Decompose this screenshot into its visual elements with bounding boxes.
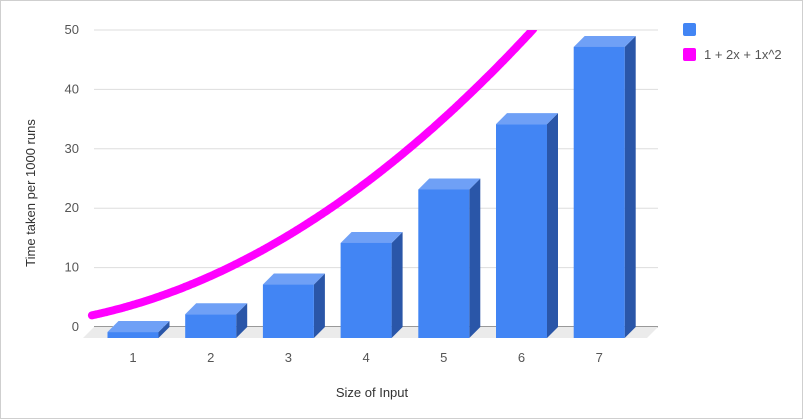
x-tick-label: 1 (129, 350, 136, 365)
legend: 1 + 2x + 1x^2 (683, 23, 782, 62)
bar-top (418, 178, 481, 190)
x-axis-ticks: 1 2 3 4 5 6 7 (129, 350, 602, 365)
y-axis-ticks: 0 10 20 30 40 50 (65, 22, 79, 334)
bar (496, 113, 558, 338)
legend-swatch-bars (683, 23, 696, 36)
y-tick-label: 50 (65, 22, 79, 37)
bar-side (313, 273, 325, 338)
bar-top (262, 273, 325, 285)
bar (573, 35, 636, 338)
bar (185, 303, 248, 338)
bar (262, 273, 325, 338)
x-tick-label: 5 (440, 350, 447, 365)
bar-side (624, 35, 636, 338)
bar-front (340, 242, 392, 338)
bar-side (158, 321, 170, 338)
y-tick-label: 10 (65, 260, 79, 275)
bar-top (185, 303, 248, 315)
bar-front (418, 189, 470, 338)
x-tick-label: 6 (518, 350, 525, 365)
y-axis-title: Time taken per 1000 runs (23, 119, 38, 267)
y-tick-label: 0 (72, 319, 79, 334)
bar-top (107, 321, 170, 333)
legend-label-trendline: 1 + 2x + 1x^2 (704, 47, 782, 62)
x-tick-label: 7 (596, 350, 603, 365)
bar (340, 231, 403, 338)
y-tick-label: 20 (65, 200, 79, 215)
trendline-curve (87, 30, 538, 320)
bar-side (236, 303, 248, 338)
x-tick-label: 3 (285, 350, 292, 365)
x-tick-label: 4 (362, 350, 369, 365)
bars (107, 35, 636, 338)
legend-swatch-trendline (683, 48, 696, 61)
x-axis-title: Size of Input (336, 385, 409, 400)
bar-side (547, 113, 558, 338)
bar (107, 321, 170, 338)
bar-front (185, 314, 237, 338)
y-tick-label: 40 (65, 81, 79, 96)
bar-side (469, 178, 481, 338)
bar-top (340, 231, 403, 243)
bar-front (107, 332, 159, 338)
bar-front (496, 124, 547, 338)
trendline-layer (87, 30, 538, 320)
y-tick-label: 30 (65, 141, 79, 156)
bar-top (496, 113, 558, 125)
bar-front (262, 284, 314, 338)
x-tick-label: 2 (207, 350, 214, 365)
bar (418, 178, 481, 338)
bar-side (391, 231, 403, 338)
bar-top (573, 35, 636, 47)
bar-front (573, 46, 625, 338)
